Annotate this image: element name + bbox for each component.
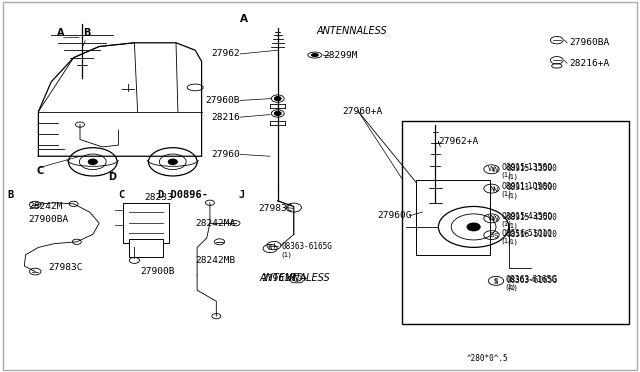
Text: 28216+A: 28216+A <box>570 59 610 68</box>
Text: W: W <box>492 217 499 222</box>
Text: 27960BA: 27960BA <box>570 38 610 47</box>
Text: ^280*0^.5: ^280*0^.5 <box>467 354 509 363</box>
Text: 08911-10500: 08911-10500 <box>501 182 552 191</box>
Text: 08363-6165G: 08363-6165G <box>506 275 558 283</box>
Circle shape <box>168 159 177 164</box>
Text: 08915-13500: 08915-13500 <box>501 163 552 172</box>
Text: C: C <box>36 166 44 176</box>
Text: S: S <box>268 246 272 251</box>
Text: (1): (1) <box>282 251 292 258</box>
Text: 08516-51010: 08516-51010 <box>501 229 552 238</box>
Text: D D0896-: D D0896- <box>158 190 208 200</box>
Text: W: W <box>492 167 499 173</box>
Text: 08915-43500: 08915-43500 <box>507 213 557 222</box>
Text: 28242MA: 28242MA <box>195 219 236 228</box>
Bar <box>416 180 490 255</box>
Text: S: S <box>493 233 497 239</box>
Text: 28242M: 28242M <box>29 202 63 211</box>
Text: 08363-6165G: 08363-6165G <box>507 276 557 285</box>
Circle shape <box>467 223 480 231</box>
Circle shape <box>275 97 281 100</box>
Text: W: W <box>488 215 495 221</box>
Text: B: B <box>83 29 90 38</box>
Text: 28242MB: 28242MB <box>195 256 236 265</box>
Text: 27962+A: 27962+A <box>438 137 479 146</box>
Bar <box>123 203 169 243</box>
Text: (1): (1) <box>501 237 511 244</box>
Text: 27960: 27960 <box>211 150 240 159</box>
Ellipse shape <box>312 54 318 57</box>
Text: 27900BA: 27900BA <box>29 215 69 224</box>
Text: S: S <box>494 278 498 284</box>
Text: C: C <box>118 190 125 200</box>
Text: N: N <box>493 187 498 193</box>
Text: 27960G: 27960G <box>378 211 412 220</box>
Text: 08915-13500: 08915-13500 <box>507 164 557 173</box>
Text: 27983C: 27983C <box>259 204 293 213</box>
FancyBboxPatch shape <box>3 2 637 370</box>
Text: ANTENNALESS: ANTENNALESS <box>317 26 388 36</box>
Bar <box>402 121 629 324</box>
Text: 08911-10500: 08911-10500 <box>507 183 557 192</box>
Text: 08363-6165G: 08363-6165G <box>282 242 332 251</box>
Text: 08915-43500: 08915-43500 <box>501 212 552 221</box>
Text: B: B <box>8 190 14 200</box>
Text: 28299M: 28299M <box>323 51 358 60</box>
Text: N: N <box>489 186 494 192</box>
Text: (1): (1) <box>501 191 511 198</box>
Text: (1): (1) <box>507 173 517 180</box>
Text: 27983C: 27983C <box>48 263 83 272</box>
Text: J: J <box>238 190 244 200</box>
Text: 27900B: 27900B <box>141 267 175 276</box>
Text: 27961M: 27961M <box>261 274 296 283</box>
Circle shape <box>275 112 281 115</box>
Text: A: A <box>57 29 65 38</box>
Text: A: A <box>240 14 248 24</box>
Text: W: W <box>488 166 495 172</box>
Text: S: S <box>490 232 493 238</box>
Text: (1): (1) <box>507 285 517 291</box>
Text: (1): (1) <box>507 192 517 199</box>
Circle shape <box>88 159 97 164</box>
Text: D: D <box>108 172 116 182</box>
Text: 08516-51010: 08516-51010 <box>507 230 557 239</box>
Text: ANTENNALESS: ANTENNALESS <box>259 273 330 283</box>
Text: (1): (1) <box>507 222 517 229</box>
Text: 28216: 28216 <box>211 113 240 122</box>
Text: (1): (1) <box>506 283 516 290</box>
Text: 28233: 28233 <box>144 193 173 202</box>
Text: 27960+A: 27960+A <box>342 107 383 116</box>
Text: S: S <box>493 279 497 285</box>
Bar <box>129 239 163 257</box>
Text: 27962: 27962 <box>211 49 240 58</box>
Text: (1): (1) <box>501 171 511 178</box>
Text: 27960B: 27960B <box>205 96 240 105</box>
Text: (1): (1) <box>501 221 511 227</box>
Text: (1): (1) <box>507 239 517 246</box>
